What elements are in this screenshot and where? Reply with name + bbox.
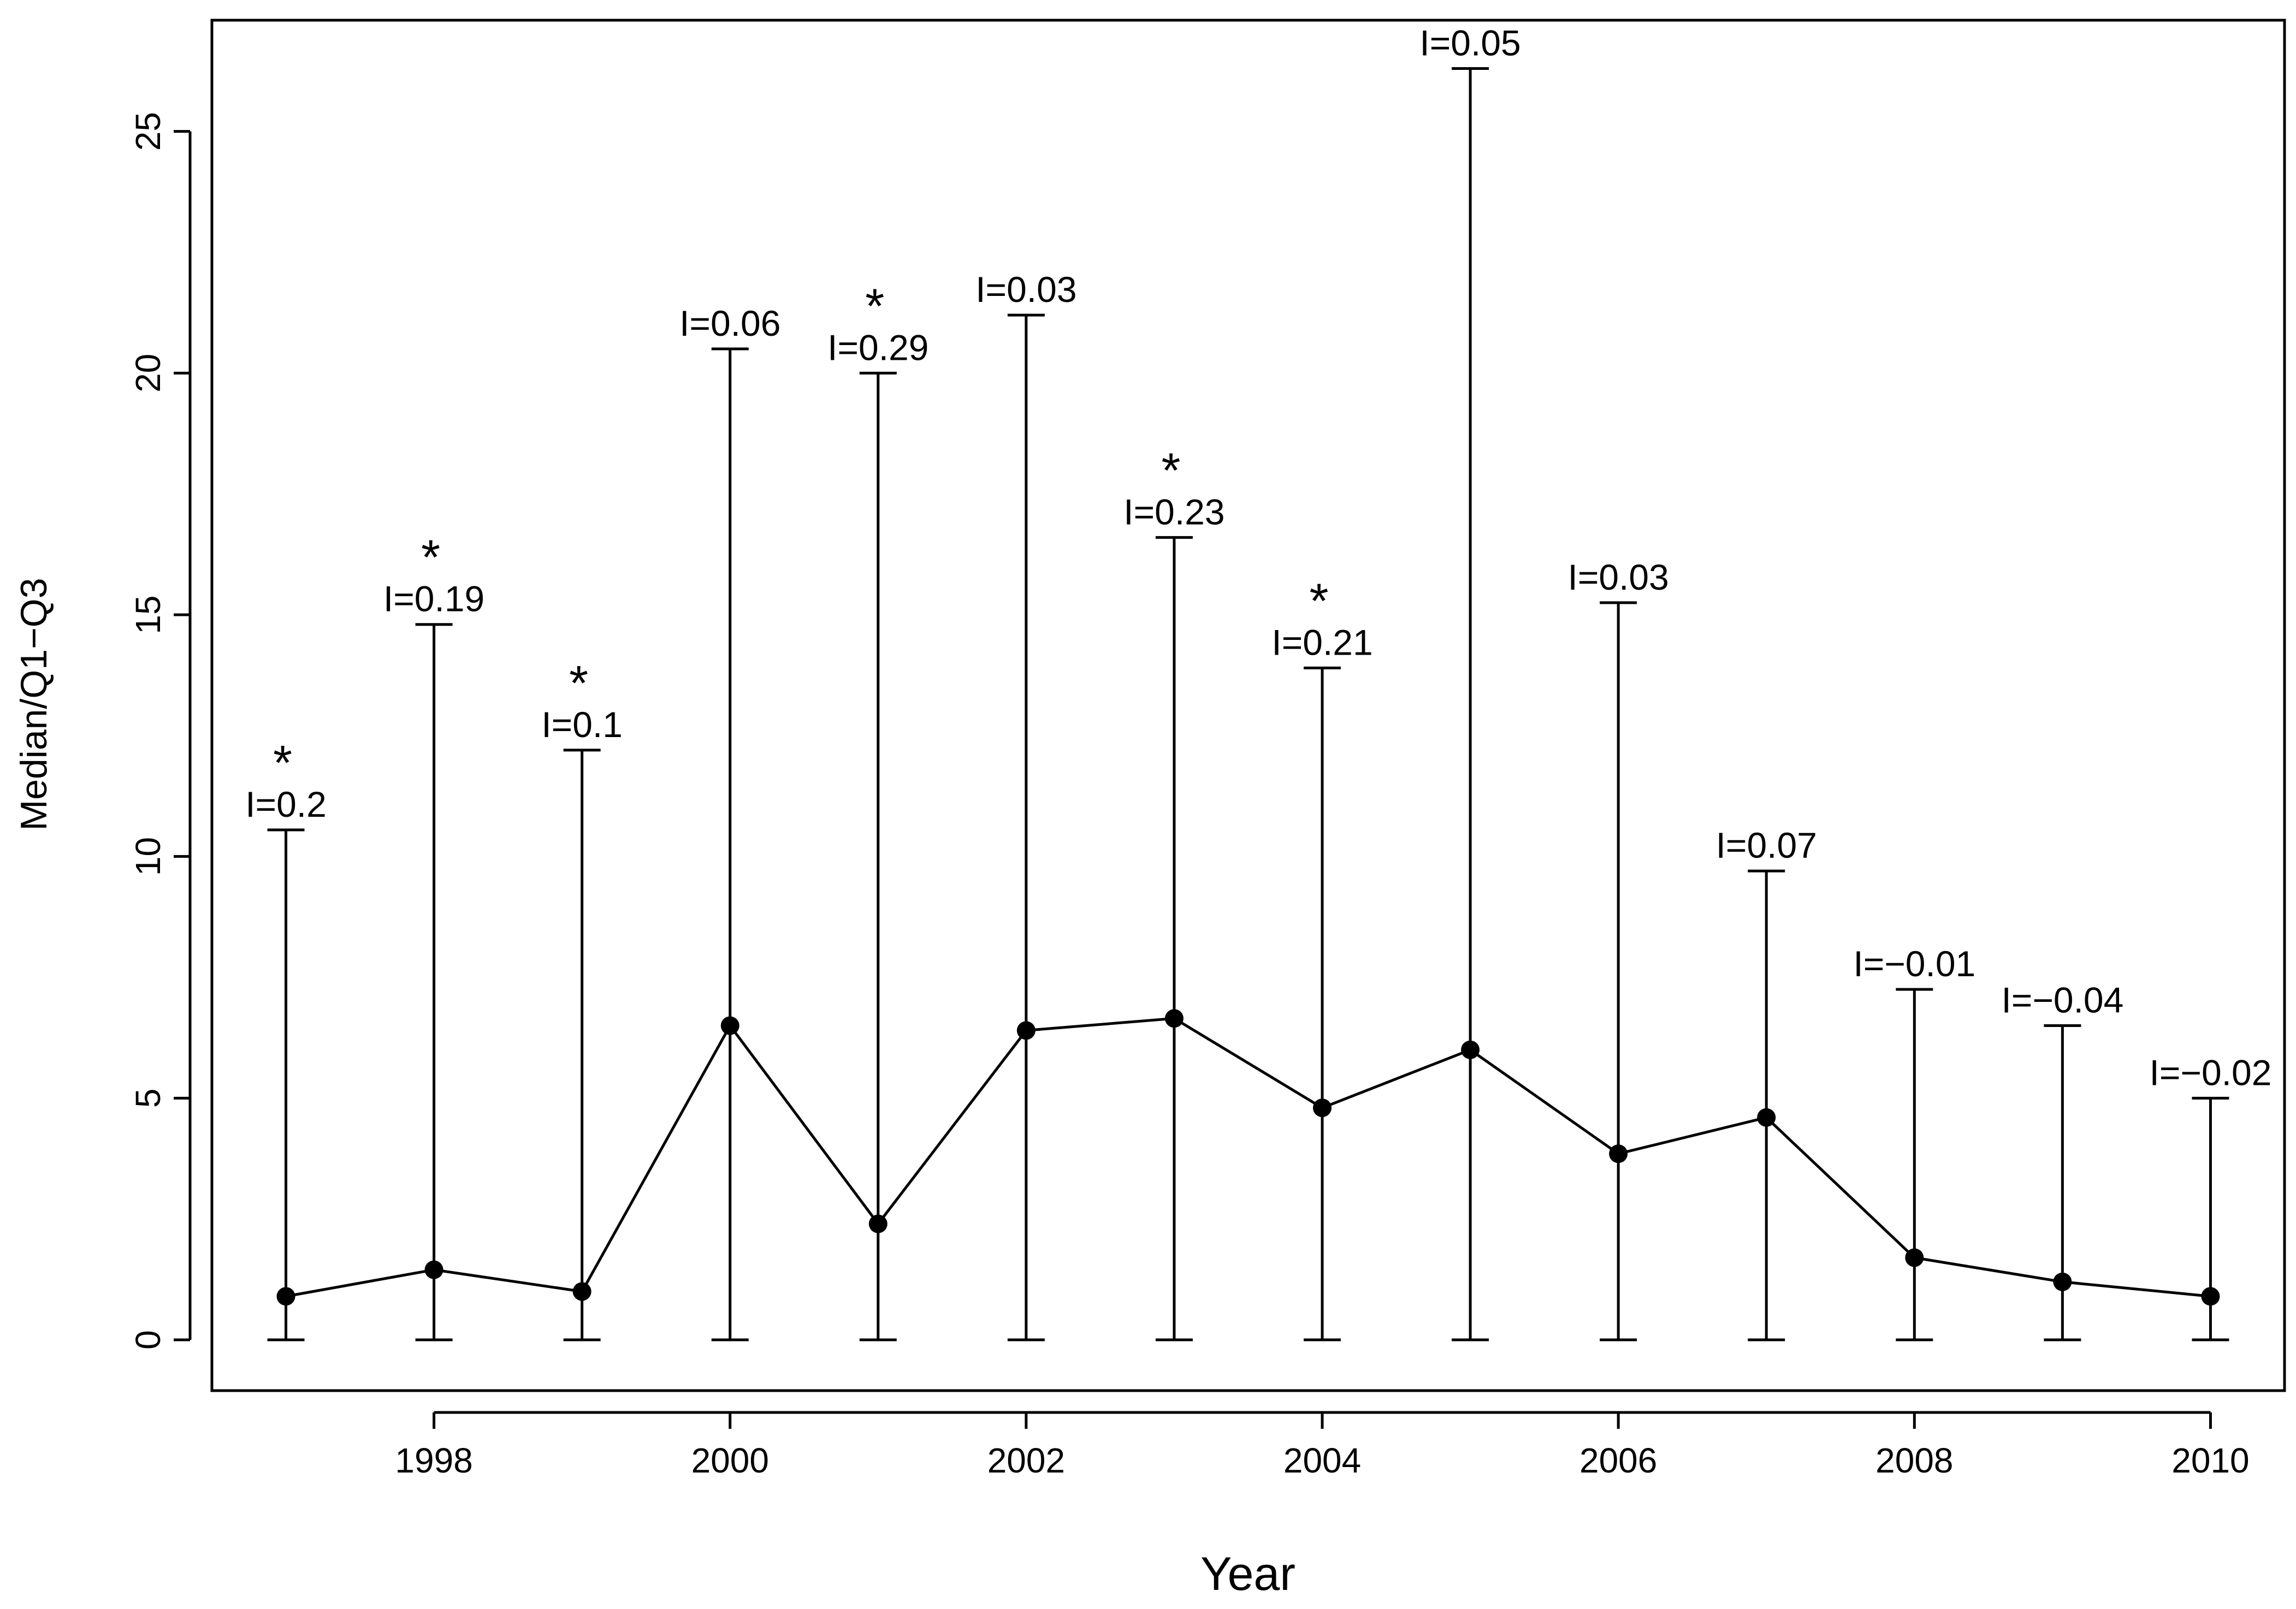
i-value-label: I=−0.01: [1853, 943, 1975, 984]
significance-asterisk: *: [421, 531, 440, 585]
i-value-label: I=−0.02: [2150, 1052, 2272, 1093]
median-point: [2053, 1272, 2072, 1291]
median-point: [424, 1260, 443, 1279]
significance-asterisk: *: [1310, 574, 1329, 628]
y-tick-label: 5: [128, 1089, 168, 1108]
significance-asterisk: *: [273, 736, 292, 791]
whiskers: [267, 67, 2229, 1341]
median-point: [1313, 1099, 1332, 1118]
i-value-label: I=0.29: [827, 327, 928, 367]
i-value-label: I=0.06: [679, 303, 780, 343]
i-value-label: I=0.1: [541, 704, 623, 745]
median-point: [1757, 1108, 1776, 1127]
i-value-label: I=0.23: [1123, 491, 1224, 532]
median-point: [1461, 1040, 1480, 1059]
x-tick-label: 1998: [395, 1441, 472, 1480]
median-point: [1164, 1009, 1183, 1028]
x-tick-label: 2002: [987, 1441, 1065, 1480]
x-tick-label: 2006: [1579, 1441, 1657, 1480]
median-line-group: [286, 1017, 2211, 1298]
y-axis-label: Median/Q1−Q3: [13, 578, 55, 830]
median-point: [1609, 1144, 1628, 1163]
annotations: I=0.2*I=0.19*I=0.1*I=0.06I=0.29* I=0.03I=…: [245, 23, 2271, 1093]
i-value-label: I=0.2: [245, 784, 327, 824]
median-line: [286, 1017, 2211, 1298]
median-point: [572, 1282, 591, 1301]
i-value-label: I=0.07: [1716, 825, 1817, 865]
i-value-label: I=0.19: [383, 579, 484, 619]
median-point: [276, 1287, 295, 1306]
i-value-label: I=0.21: [1271, 622, 1372, 662]
x-tick-label: 2010: [2171, 1441, 2249, 1480]
median-point: [2201, 1287, 2220, 1306]
i-value-label: I=−0.04: [2001, 980, 2123, 1020]
x-tick-label: 2000: [691, 1441, 769, 1480]
y-axis: 0 5 10 15 20 25: [128, 112, 192, 1350]
x-tick-label: 2004: [1283, 1441, 1361, 1480]
y-tick-label: 10: [128, 837, 168, 876]
i-value-label: I=0.05: [1419, 23, 1520, 63]
significance-asterisk: *: [569, 656, 588, 711]
median-point: [868, 1214, 887, 1233]
x-axis-label: Year: [1200, 1548, 1295, 1600]
i-value-label: I=0.03: [975, 269, 1076, 310]
median-point: [1905, 1248, 1924, 1267]
significance-asterisk: *: [1161, 443, 1180, 498]
y-tick-label: 25: [128, 112, 168, 151]
significance-asterisk: *: [865, 279, 884, 334]
median-point: [1016, 1021, 1035, 1040]
x-axis: 1998 2000 2002 2004 2006 2008 2010: [395, 1411, 2250, 1480]
y-tick-label: 15: [128, 595, 168, 634]
x-tick-label: 2008: [1875, 1441, 1953, 1480]
y-tick-label: 20: [128, 354, 168, 393]
i-value-label: I=0.03: [1568, 557, 1669, 597]
y-tick-label: 0: [128, 1330, 168, 1350]
plot-frame: [210, 19, 2286, 1392]
median-point: [720, 1016, 739, 1035]
median-points: [276, 1009, 2220, 1306]
